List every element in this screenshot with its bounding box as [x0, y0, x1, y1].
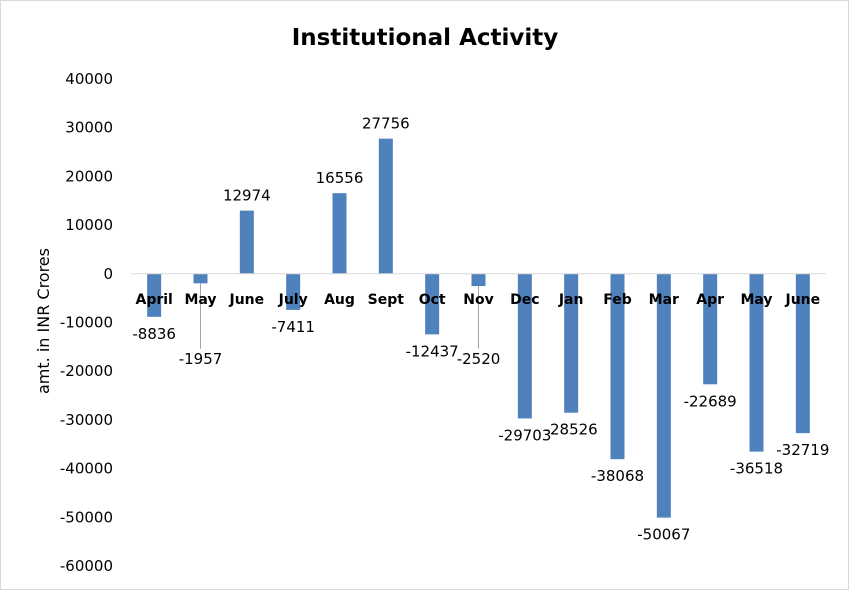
category-label: Oct	[419, 292, 446, 308]
bar	[425, 273, 440, 335]
data-label: 27756	[362, 115, 410, 133]
chart-title: Institutional Activity	[292, 25, 559, 51]
bar	[517, 273, 532, 419]
bar	[378, 138, 393, 274]
bar	[239, 210, 254, 274]
category-label: Nov	[463, 292, 493, 308]
bar	[656, 273, 671, 518]
category-label: July	[278, 292, 308, 308]
data-label: 12974	[223, 187, 271, 205]
data-label: -29703	[498, 426, 551, 444]
data-label: -2520	[457, 350, 501, 368]
y-tick-label: -30000	[60, 411, 113, 429]
category-label: Dec	[510, 292, 539, 308]
y-tick-label: 30000	[65, 119, 113, 137]
bar	[286, 273, 301, 310]
category-label: Apr	[696, 292, 724, 308]
data-label: -32719	[776, 441, 829, 459]
category-label: Jan	[558, 292, 584, 308]
data-labels: -8836-1957 12974 -7411 16556 27756 -12437-252…	[132, 115, 829, 544]
y-tick-label: -60000	[60, 557, 113, 575]
data-label: -50067	[637, 526, 690, 544]
bar	[193, 273, 208, 284]
bar	[610, 273, 625, 460]
category-label: Sept	[368, 292, 405, 308]
y-tick-label: 0	[103, 265, 113, 283]
bar	[749, 273, 764, 452]
bar	[703, 273, 718, 385]
data-label: -36518	[730, 460, 783, 478]
y-tick-label: -20000	[60, 362, 113, 380]
leader-lines	[200, 283, 479, 349]
data-label: -38068	[591, 467, 644, 485]
data-label: -22689	[684, 392, 737, 410]
category-label: Feb	[603, 292, 632, 308]
y-tick-label: 20000	[65, 167, 113, 185]
data-label: -7411	[271, 318, 315, 336]
y-tick-label: 10000	[65, 216, 113, 234]
bar	[471, 273, 486, 287]
category-label: Mar	[649, 292, 679, 308]
category-label: May	[740, 292, 772, 308]
category-label: June	[785, 292, 821, 308]
bar	[564, 273, 579, 413]
category-label: June	[229, 292, 265, 308]
bars	[147, 138, 810, 518]
y-axis-label: amt. in INR Crores	[34, 248, 53, 394]
bar	[147, 273, 162, 317]
data-label: 16556	[316, 169, 364, 187]
y-tick-label: -50000	[60, 508, 113, 526]
category-label: April	[135, 292, 172, 308]
category-label: May	[184, 292, 216, 308]
category-labels: April May June July Aug Sept Oct Nov Dec Jan Feb Ma…	[135, 292, 820, 308]
bar	[795, 273, 810, 434]
bar	[332, 193, 347, 274]
y-axis-ticks: 40000 30000 20000 10000 0 -10000 -20000 -30000 -…	[60, 70, 113, 575]
data-label: -8836	[132, 325, 176, 343]
y-tick-label: -40000	[60, 460, 113, 478]
data-label: -28526	[545, 421, 598, 439]
y-tick-label: 40000	[65, 70, 113, 88]
category-label: Aug	[324, 292, 355, 308]
y-tick-label: -10000	[60, 314, 113, 332]
data-label: -12437	[406, 342, 459, 360]
data-label: -1957	[179, 350, 223, 368]
